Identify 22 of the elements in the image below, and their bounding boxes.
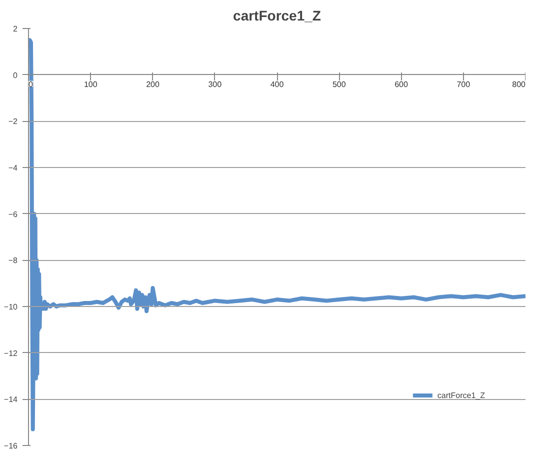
y-tick-label: −6 — [8, 210, 18, 219]
y-tick-label: −8 — [8, 256, 18, 266]
y-tick-label: −10 — [4, 302, 18, 312]
x-tick-label: 0 — [28, 80, 34, 89]
chart-title: cartForce1_Z — [233, 8, 322, 24]
y-tick-label: −4 — [8, 164, 18, 172]
y-tick-label: −14 — [4, 395, 18, 404]
x-tick-label: 200 — [146, 80, 160, 89]
x-tick-label: 500 — [332, 80, 346, 89]
y-tick-label: −12 — [4, 348, 18, 358]
x-tick-label: 100 — [84, 80, 98, 89]
legend-label: cartForce1_Z — [437, 390, 485, 400]
x-tick-label: 800 — [512, 80, 526, 89]
x-tick-label: 700 — [456, 80, 471, 89]
y-tick-label: 2 — [13, 24, 18, 34]
y-tick-label: 0 — [13, 70, 18, 80]
x-tick-label: 600 — [394, 80, 408, 89]
y-tick-label: −16 — [4, 442, 18, 450]
x-tick-label: 300 — [208, 80, 222, 89]
line-series — [28, 38, 526, 432]
x-tick-label: 400 — [270, 80, 284, 89]
y-tick-label: −2 — [8, 117, 18, 126]
